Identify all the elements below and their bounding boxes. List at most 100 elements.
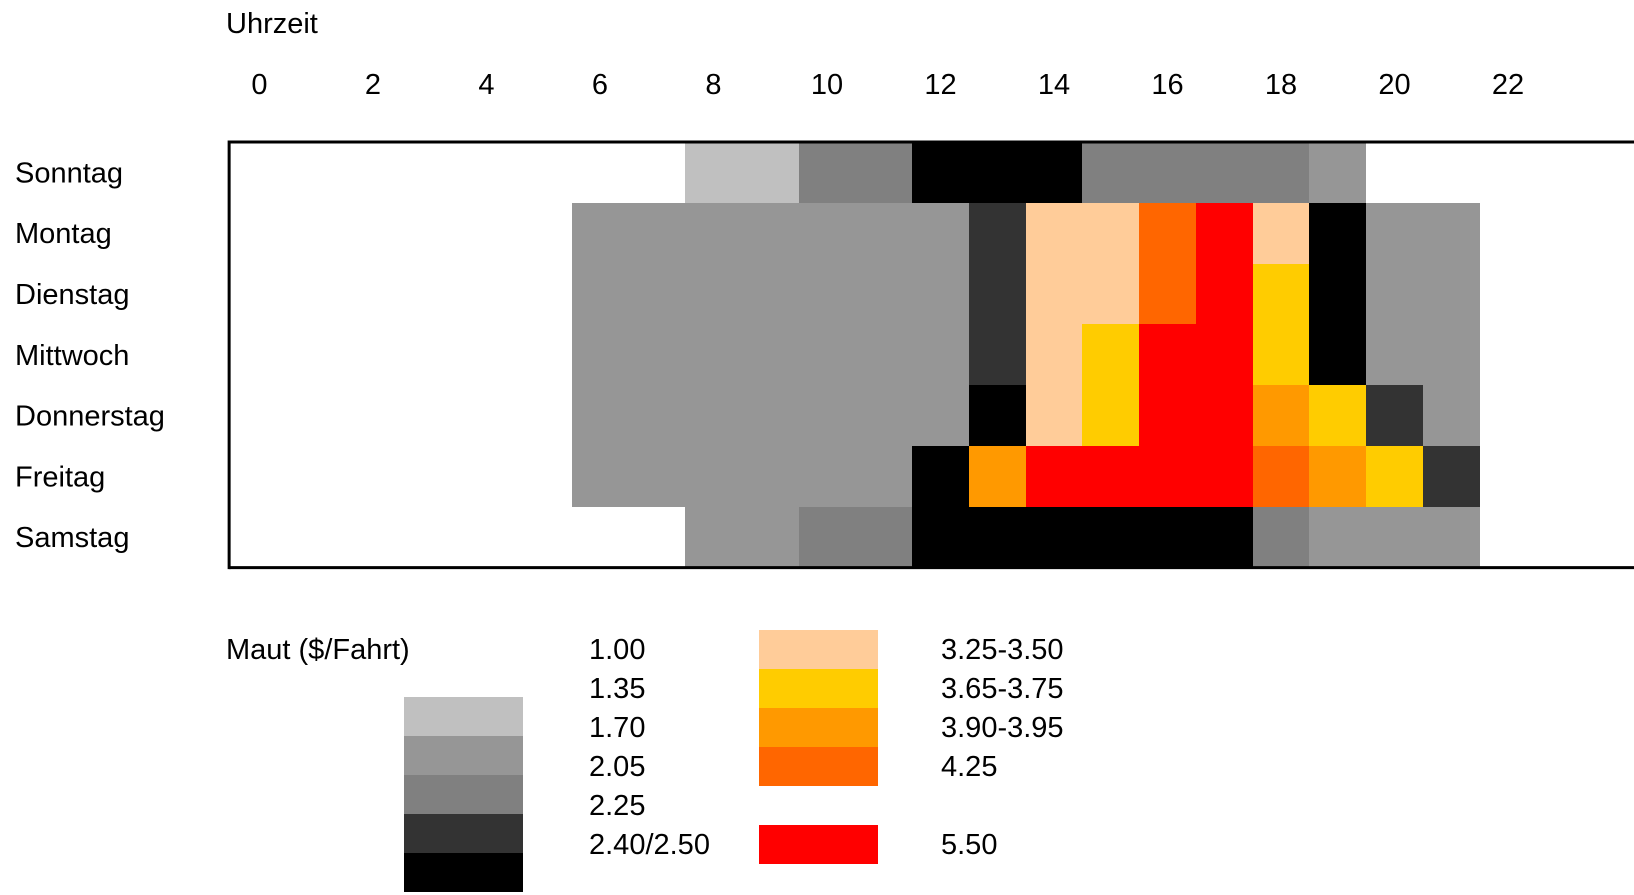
heatmap-cell — [912, 142, 1082, 203]
day-label: Dienstag — [15, 279, 129, 311]
heatmap-cell — [1366, 385, 1423, 446]
heatmap-cell — [1253, 203, 1309, 264]
heatmap-cell — [1366, 324, 1480, 385]
legend-items: 1.00 1.35 1.70 2.05 2.25 2.40/2.50 3.25-3.50 3.… — [404, 630, 1064, 892]
legend-label: 3.65-3.75 — [941, 673, 1064, 705]
plot-frame — [227, 140, 1634, 570]
heatmap-cell — [572, 446, 912, 507]
heatmap-cell — [572, 203, 969, 264]
heatmap-cell — [1082, 385, 1139, 446]
legend-swatch — [404, 697, 523, 736]
legend-swatch — [759, 708, 878, 747]
heatmap-cell — [1082, 142, 1309, 203]
heatmap-cell — [969, 203, 1026, 264]
heatmap-cell — [799, 142, 912, 203]
heatmap-cell — [1253, 324, 1309, 385]
legend-swatch — [759, 825, 878, 864]
heatmap-cell — [1309, 385, 1366, 446]
legend-label: 1.35 — [589, 673, 645, 705]
legend-label: 3.25-3.50 — [941, 634, 1064, 666]
day-label: Mittwoch — [15, 340, 129, 372]
heatmap-cell — [572, 264, 969, 324]
heatmap-cell — [1253, 264, 1309, 324]
x-tick-label: 18 — [1265, 69, 1297, 101]
legend-swatch — [759, 669, 878, 708]
day-label: Montag — [15, 218, 112, 250]
day-label: Samstag — [15, 522, 129, 554]
heatmap-cell — [799, 507, 912, 568]
x-tick-label: 10 — [811, 69, 843, 101]
heatmap-cell — [1026, 385, 1082, 446]
legend-label: 1.70 — [589, 712, 645, 744]
legend: Maut ($/Fahrt) 1.00 1.35 1.70 2.05 2.25 2.40/… — [226, 630, 1064, 892]
legend-swatch — [404, 736, 523, 775]
heatmap-cell — [1309, 507, 1480, 568]
x-tick-labels: 0 2 4 6 8 10 12 14 16 18 20 22 — [251, 69, 1524, 101]
heatmap-cell — [969, 324, 1026, 385]
heatmap-cell — [1026, 446, 1253, 507]
legend-label: 3.90-3.95 — [941, 712, 1064, 744]
heatmap-cell — [1196, 203, 1253, 264]
heatmap-cell — [1139, 264, 1196, 324]
heatmap-cell — [1139, 203, 1196, 264]
x-tick-label: 6 — [592, 69, 608, 101]
legend-label: 4.25 — [941, 751, 997, 783]
heatmap-cell — [1026, 324, 1082, 385]
x-axis-title: Uhrzeit — [226, 8, 318, 40]
heatmap-cell — [1026, 264, 1139, 324]
heatmap-cell — [1309, 324, 1366, 385]
day-label: Sonntag — [15, 157, 123, 189]
heatmap-cell — [1366, 264, 1480, 324]
x-tick-label: 0 — [251, 69, 267, 101]
heatmap-cells — [572, 142, 1480, 568]
heatmap-cell — [685, 507, 799, 568]
x-tick-label: 12 — [924, 69, 956, 101]
heatmap-cell — [1366, 203, 1480, 264]
x-tick-label: 20 — [1378, 69, 1410, 101]
legend-title: Maut ($/Fahrt) — [226, 634, 410, 666]
heatmap-cell — [1082, 324, 1139, 385]
legend-label: 2.05 — [589, 751, 645, 783]
legend-swatch — [404, 814, 523, 853]
x-tick-label: 8 — [705, 69, 721, 101]
heatmap-cell — [1423, 385, 1480, 446]
heatmap-cell — [969, 385, 1026, 446]
heatmap-cell — [969, 264, 1026, 324]
x-tick-label: 22 — [1492, 69, 1524, 101]
legend-swatch — [759, 747, 878, 786]
heatmap-cell — [1253, 385, 1309, 446]
heatmap-cell — [685, 142, 799, 203]
day-labels: Sonntag Montag Dienstag Mittwoch Donnerstag F… — [15, 157, 165, 554]
x-tick-label: 2 — [365, 69, 381, 101]
legend-swatch — [404, 853, 523, 892]
heatmap-cell — [1026, 203, 1139, 264]
heatmap-cell — [1423, 446, 1480, 507]
legend-label: 1.00 — [589, 634, 645, 666]
legend-label: 2.25 — [589, 790, 645, 822]
heatmap-cell — [572, 385, 969, 446]
heatmap-cell — [572, 324, 969, 385]
heatmap-cell — [1309, 203, 1366, 264]
day-label: Freitag — [15, 461, 105, 493]
heatmap-cell — [912, 446, 969, 507]
heatmap-cell — [912, 507, 1253, 568]
legend-swatch — [759, 630, 878, 669]
legend-label: 2.40/2.50 — [589, 829, 710, 861]
heatmap-cell — [1139, 324, 1253, 385]
x-tick-label: 4 — [478, 69, 494, 101]
legend-label: 5.50 — [941, 829, 997, 861]
heatmap-cell — [1309, 446, 1366, 507]
heatmap-cell — [1139, 385, 1253, 446]
heatmap-cell — [1309, 264, 1366, 324]
heatmap-cell — [1253, 507, 1309, 568]
x-tick-label: 14 — [1038, 69, 1070, 101]
legend-swatch — [404, 775, 523, 814]
heatmap-cell — [1309, 142, 1366, 203]
heatmap-cell — [1196, 264, 1253, 324]
heatmap-cell — [1253, 446, 1309, 507]
day-label: Donnerstag — [15, 401, 165, 433]
heatmap-cell — [1366, 446, 1423, 507]
x-tick-label: 16 — [1151, 69, 1183, 101]
heatmap-cell — [969, 446, 1026, 507]
